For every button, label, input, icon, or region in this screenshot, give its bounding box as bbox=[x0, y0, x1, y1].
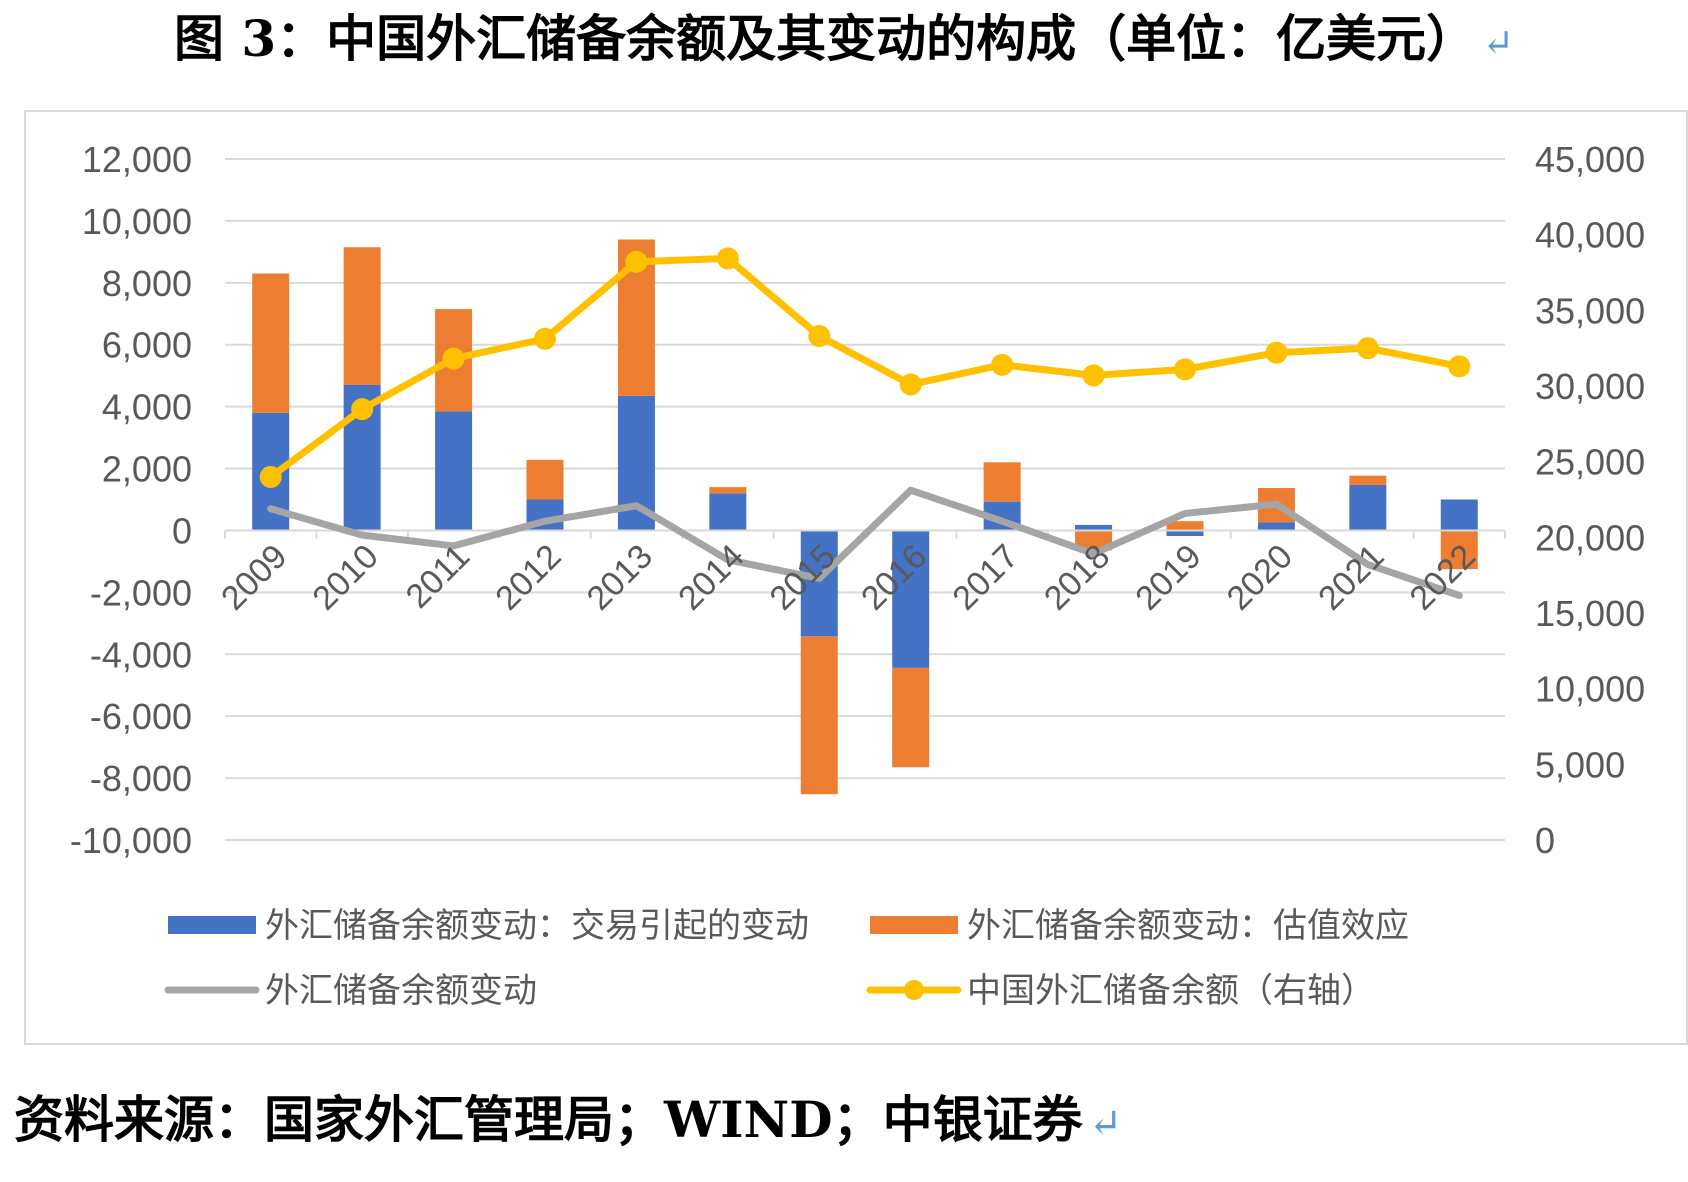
x-tick-label: 2020 bbox=[1220, 537, 1300, 617]
y-right-tick-label: 45,000 bbox=[1535, 139, 1645, 180]
point-reserve-balance bbox=[991, 353, 1014, 376]
bar-trade bbox=[800, 530, 838, 637]
y-left-tick-label: 4,000 bbox=[102, 387, 192, 428]
bar-valuation bbox=[709, 487, 747, 494]
line-reserve-balance bbox=[268, 254, 1460, 480]
y-left-tick-label: -4,000 bbox=[90, 634, 192, 675]
return-mark-icon: ↵ bbox=[1482, 21, 1515, 65]
bar-valuation bbox=[526, 459, 564, 500]
x-tick-label: 2011 bbox=[399, 537, 478, 616]
point-reserve-balance bbox=[625, 250, 648, 273]
bar-valuation bbox=[1440, 530, 1478, 570]
point-reserve-balance bbox=[1174, 358, 1196, 381]
chart-title-text: 图 3：中国外汇储备余额及其变动的构成（单位：亿美元） bbox=[173, 9, 1477, 68]
bar-trade bbox=[1257, 522, 1295, 531]
x-tick-label: 2013 bbox=[580, 537, 660, 617]
legend-label: 外汇储备余额变动：估值效应 bbox=[967, 906, 1409, 946]
chart-title: 图 3：中国外汇储备余额及其变动的构成（单位：亿美元） ↵ bbox=[0, 4, 1688, 74]
bar-trade bbox=[709, 493, 747, 531]
bar-valuation bbox=[1166, 521, 1204, 531]
y-left-tick-label: -2,000 bbox=[90, 572, 192, 613]
chart-frame bbox=[24, 110, 1688, 1045]
source-note: 资料来源：国家外汇管理局；WIND；中银证券 ↵ bbox=[14, 1085, 1122, 1155]
y-left-tick-label: 0 bbox=[172, 510, 192, 551]
line-reserve-change bbox=[267, 486, 1463, 599]
legend-swatch bbox=[870, 916, 958, 934]
bar-trade bbox=[435, 411, 473, 531]
y-right-tick-label: 5,000 bbox=[1535, 744, 1625, 785]
y-right-tick-label: 40,000 bbox=[1535, 215, 1645, 256]
point-reserve-balance bbox=[899, 373, 922, 396]
bar-valuation bbox=[343, 247, 381, 385]
bar-valuation bbox=[892, 667, 930, 768]
y-left-tick-label: 8,000 bbox=[102, 263, 192, 304]
point-reserve-balance bbox=[351, 398, 374, 421]
legend-marker bbox=[904, 980, 924, 1000]
x-tick-label: 2009 bbox=[214, 537, 294, 617]
point-reserve-balance bbox=[259, 465, 282, 488]
x-tick-label: 2010 bbox=[305, 537, 385, 617]
y-left-tick-label: 2,000 bbox=[102, 449, 192, 490]
bar-trade bbox=[1440, 499, 1478, 531]
x-tick-label: 2021 bbox=[1311, 537, 1391, 617]
y-right-tick-label: 30,000 bbox=[1535, 366, 1645, 407]
y-left-tick-label: 12,000 bbox=[82, 139, 192, 180]
x-tick-label: 2017 bbox=[945, 537, 1025, 617]
legend-swatch bbox=[168, 916, 256, 934]
y-left-tick-label: -10,000 bbox=[70, 820, 192, 861]
y-right-tick-label: 15,000 bbox=[1535, 593, 1645, 634]
bar-trade bbox=[892, 530, 930, 668]
y-right-tick-label: 10,000 bbox=[1535, 669, 1645, 710]
bar-valuation bbox=[1075, 530, 1113, 551]
y-right-tick-label: 20,000 bbox=[1535, 517, 1645, 558]
point-reserve-balance bbox=[1265, 341, 1288, 364]
return-mark-icon: ↵ bbox=[1088, 1101, 1123, 1147]
bar-trade bbox=[1166, 530, 1204, 537]
x-tick-label: 2019 bbox=[1128, 537, 1208, 617]
point-reserve-balance bbox=[1356, 337, 1379, 360]
x-tick-label: 2014 bbox=[671, 537, 751, 617]
bar-valuation bbox=[800, 636, 838, 795]
y-right-tick-label: 35,000 bbox=[1535, 290, 1645, 331]
point-reserve-balance bbox=[1448, 355, 1471, 378]
point-reserve-balance bbox=[534, 327, 556, 350]
point-reserve-balance bbox=[1082, 364, 1105, 387]
y-left-tick-label: 10,000 bbox=[82, 201, 192, 242]
bar-valuation bbox=[983, 462, 1021, 502]
source-text: 资料来源：国家外汇管理局；WIND；中银证券 bbox=[14, 1090, 1083, 1149]
y-right-tick-label: 25,000 bbox=[1535, 442, 1645, 483]
y-left-tick-label: -8,000 bbox=[90, 758, 192, 799]
point-reserve-balance bbox=[716, 247, 739, 270]
bar-valuation bbox=[252, 273, 290, 413]
y-left-tick-label: 6,000 bbox=[102, 325, 192, 366]
x-tick-label: 2012 bbox=[488, 537, 568, 617]
legend-label: 外汇储备余额变动 bbox=[265, 971, 537, 1011]
legend-label: 外汇储备余额变动：交易引起的变动 bbox=[265, 906, 809, 946]
bar-trade bbox=[1075, 524, 1113, 531]
bar-valuation bbox=[1349, 475, 1387, 485]
y-right-tick-label: 0 bbox=[1535, 820, 1555, 861]
bar-trade bbox=[1349, 484, 1387, 531]
legend-label: 中国外汇储备余额（右轴） bbox=[967, 971, 1375, 1011]
point-reserve-balance bbox=[808, 325, 831, 348]
point-reserve-balance bbox=[442, 347, 465, 370]
y-left-tick-label: -6,000 bbox=[90, 696, 192, 737]
